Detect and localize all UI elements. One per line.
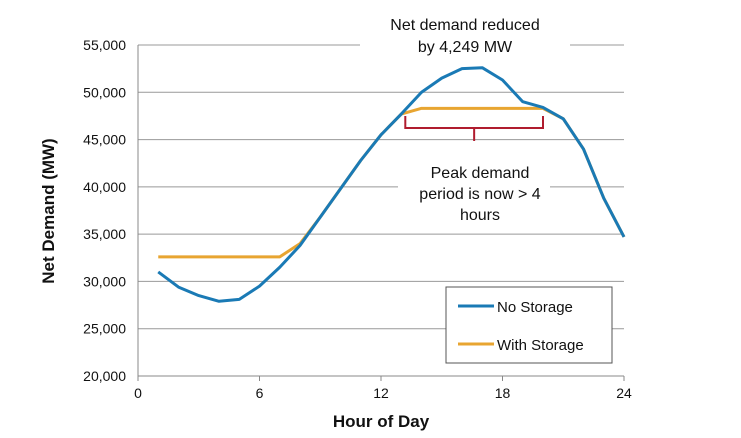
y-tick-label: 50,000: [83, 84, 126, 100]
y-tick-label: 30,000: [83, 273, 126, 289]
y-axis-label: Net Demand (MW): [39, 138, 58, 283]
x-tick-label: 12: [373, 385, 389, 401]
y-tick-label: 25,000: [83, 321, 126, 337]
annotation-background: [398, 156, 550, 226]
y-tick-label: 35,000: [83, 226, 126, 242]
bracket: [404, 116, 544, 141]
legend-box: [445, 286, 613, 364]
annotation-text: period is now > 4: [419, 186, 541, 203]
annotation-text: hours: [460, 207, 500, 224]
annotation-text: Peak demand: [431, 165, 530, 182]
x-axis-label: Hour of Day: [333, 412, 430, 431]
legend-label: No Storage: [497, 299, 573, 316]
annotation-text: by 4,249 MW: [418, 39, 513, 56]
y-tick-label: 40,000: [83, 179, 126, 195]
legend-label: With Storage: [497, 337, 584, 354]
y-tick-label: 55,000: [83, 37, 126, 53]
x-tick-label: 0: [134, 385, 142, 401]
annotation-background: [360, 12, 570, 62]
annotation-text: Net demand reduced: [390, 17, 539, 34]
y-tick-label: 20,000: [83, 368, 126, 384]
x-tick-label: 24: [616, 385, 632, 401]
x-tick-label: 18: [495, 385, 511, 401]
x-tick-label: 6: [256, 385, 264, 401]
series-line-no-storage: [157, 66, 626, 303]
y-tick-label: 45,000: [83, 132, 126, 148]
